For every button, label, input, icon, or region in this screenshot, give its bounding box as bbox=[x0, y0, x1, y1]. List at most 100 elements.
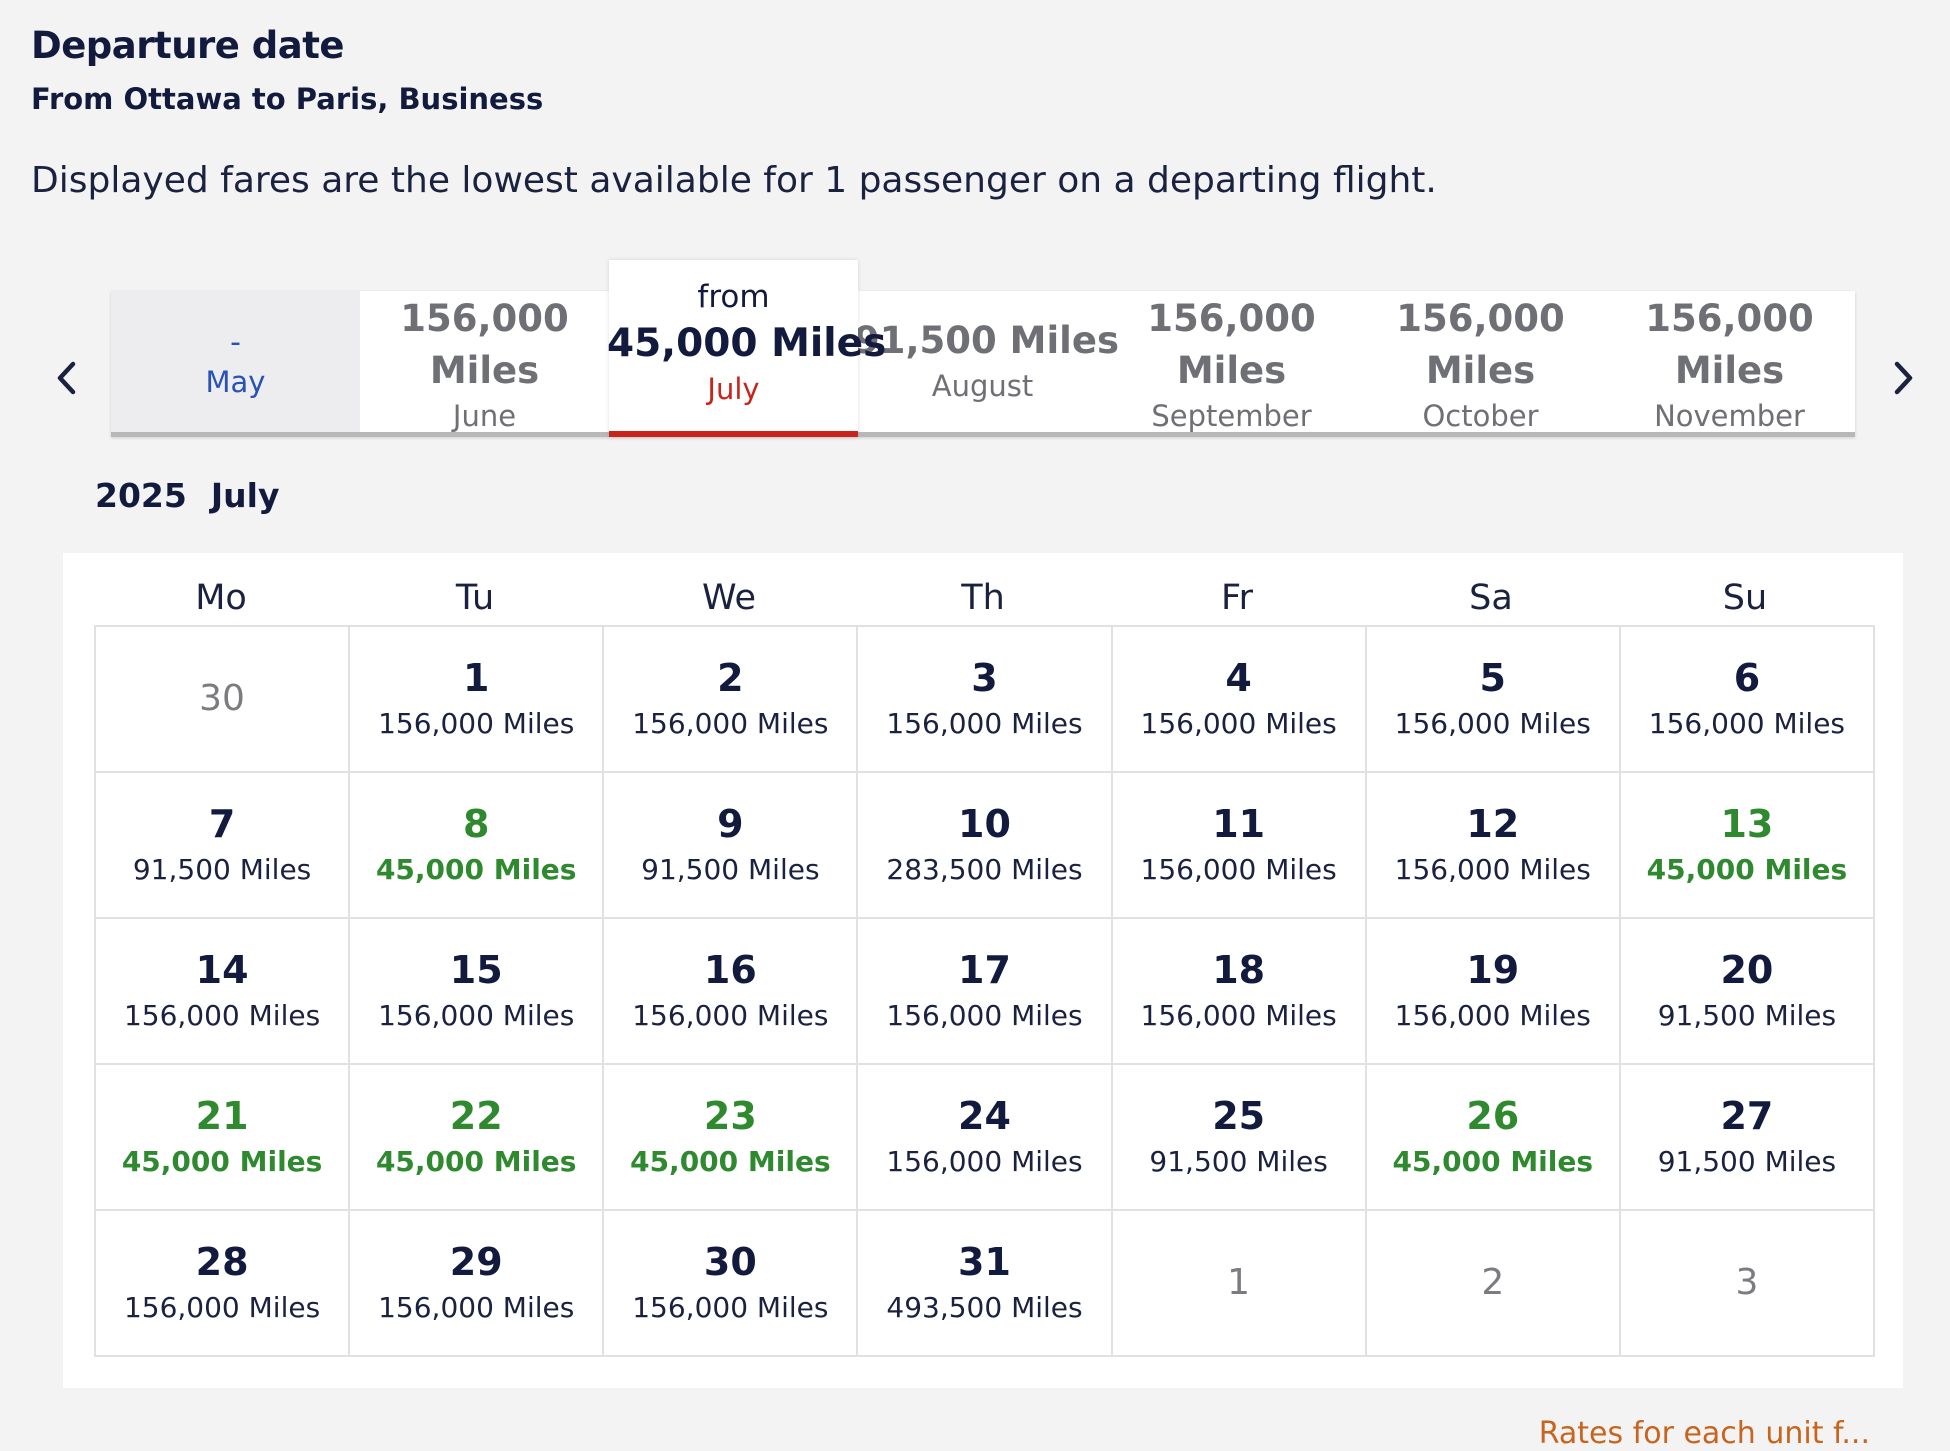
month-tab-july[interactable]: from 45,000 Miles July bbox=[607, 260, 887, 437]
calendar-day[interactable]: 16 156,000 Miles bbox=[604, 919, 859, 1065]
day-fare: 493,500 Miles bbox=[886, 1291, 1083, 1324]
day-fare: 156,000 Miles bbox=[1648, 707, 1846, 740]
month-tab-june[interactable]: 156,000 Miles June bbox=[360, 291, 609, 433]
day-fare: 45,000 Miles bbox=[1646, 853, 1848, 886]
day-fare: 156,000 Miles bbox=[123, 999, 321, 1032]
calendar-day[interactable]: 28 156,000 Miles bbox=[96, 1211, 351, 1357]
next-month-button[interactable] bbox=[1884, 360, 1924, 406]
calendar-day[interactable]: 3 156,000 Miles bbox=[858, 627, 1113, 773]
calendar-day[interactable]: 22 45,000 Miles bbox=[350, 1065, 605, 1211]
day-number: 27 bbox=[1720, 1094, 1774, 1138]
month-price: - bbox=[230, 325, 241, 360]
calendar-day[interactable]: 27 91,500 Miles bbox=[1620, 1065, 1875, 1211]
calendar-day[interactable]: 5 156,000 Miles bbox=[1366, 627, 1621, 773]
day-fare: 156,000 Miles bbox=[378, 999, 575, 1032]
month-tab-october[interactable]: 156,000 Miles October bbox=[1356, 291, 1605, 433]
month-name: September bbox=[1151, 399, 1312, 433]
calendar-day[interactable]: 2 156,000 Miles bbox=[604, 627, 859, 773]
day-fare: 45,000 Miles bbox=[630, 1145, 831, 1178]
month-tab-august[interactable]: 91,500 Miles August bbox=[854, 291, 1119, 432]
calendar-day[interactable]: 8 45,000 Miles bbox=[350, 773, 605, 919]
day-number: 11 bbox=[1212, 802, 1266, 846]
day-number: 10 bbox=[958, 802, 1011, 846]
month-price: 156,000 Miles bbox=[1396, 297, 1565, 392]
calendar-day[interactable]: 26 45,000 Miles bbox=[1366, 1065, 1621, 1211]
day-fare: 156,000 Miles bbox=[1394, 707, 1591, 740]
day-number: 13 bbox=[1720, 802, 1774, 846]
calendar-day[interactable]: 7 91,500 Miles bbox=[96, 773, 351, 919]
calendar-day[interactable]: 25 91,500 Miles bbox=[1112, 1065, 1367, 1211]
calendar-day[interactable]: 24 156,000 Miles bbox=[858, 1065, 1113, 1211]
month-name: November bbox=[1654, 399, 1805, 433]
month-price: 91,500 Miles bbox=[854, 319, 1119, 362]
calendar-day[interactable]: 30 156,000 Miles bbox=[604, 1211, 859, 1357]
day-fare: 156,000 Miles bbox=[886, 1145, 1083, 1178]
day-fare: 91,500 Miles bbox=[1657, 999, 1837, 1032]
day-number: 22 bbox=[449, 1094, 503, 1138]
day-number: 6 bbox=[1733, 656, 1761, 700]
day-fare: 91,500 Miles bbox=[1657, 1145, 1837, 1178]
calendar-day[interactable]: 4 156,000 Miles bbox=[1112, 627, 1367, 773]
calendar-day[interactable]: 31 493,500 Miles bbox=[858, 1211, 1113, 1357]
day-number: 24 bbox=[958, 1094, 1011, 1138]
fare-notice: Displayed fares are the lowest available… bbox=[31, 160, 1437, 201]
month-price: 45,000 Miles bbox=[607, 321, 887, 366]
day-number: 2 bbox=[1481, 1262, 1505, 1303]
route-subtitle: From Ottawa to Paris, Business bbox=[31, 82, 544, 116]
day-fare: 156,000 Miles bbox=[378, 707, 575, 740]
calendar-day[interactable]: 9 91,500 Miles bbox=[604, 773, 859, 919]
calendar-day[interactable]: 21 45,000 Miles bbox=[96, 1065, 351, 1211]
month-tab-september[interactable]: 156,000 Miles September bbox=[1107, 291, 1356, 433]
day-number: 23 bbox=[703, 1094, 757, 1138]
calendar-heading: 2025 July bbox=[95, 476, 303, 515]
page-title: Departure date bbox=[31, 24, 345, 67]
day-fare: 91,500 Miles bbox=[641, 853, 820, 886]
day-number: 25 bbox=[1212, 1094, 1266, 1138]
weekday-label: Su bbox=[1722, 578, 1768, 618]
day-number: 3 bbox=[1735, 1262, 1759, 1303]
calendar-day[interactable]: 10 283,500 Miles bbox=[858, 773, 1113, 919]
calendar-day[interactable]: 15 156,000 Miles bbox=[350, 919, 605, 1065]
weekday-label: Tu bbox=[455, 578, 495, 618]
calendar-day[interactable]: 6 156,000 Miles bbox=[1620, 627, 1875, 773]
day-fare: 156,000 Miles bbox=[886, 707, 1083, 740]
rates-link[interactable]: Rates for each unit f... bbox=[1538, 1416, 1870, 1451]
day-number: 16 bbox=[703, 948, 757, 992]
day-number: 3 bbox=[971, 656, 998, 700]
calendar-day[interactable]: 13 45,000 Miles bbox=[1620, 773, 1875, 919]
calendar-day[interactable]: 20 91,500 Miles bbox=[1620, 919, 1875, 1065]
day-number: 17 bbox=[958, 948, 1011, 992]
month-tab-november[interactable]: 156,000 Miles November bbox=[1605, 291, 1854, 433]
previous-month-button[interactable] bbox=[46, 360, 86, 406]
calendar-year: 2025 bbox=[95, 476, 187, 515]
calendar-day-outside-month: 2 bbox=[1366, 1211, 1621, 1357]
day-fare: 45,000 Miles bbox=[375, 853, 577, 886]
month-tab-may[interactable]: - May bbox=[111, 291, 360, 432]
day-fare: 91,500 Miles bbox=[1149, 1145, 1328, 1178]
day-fare: 156,000 Miles bbox=[632, 707, 829, 740]
month-price: 156,000 Miles bbox=[1147, 297, 1316, 392]
weekday-label: We bbox=[701, 578, 757, 618]
calendar-day[interactable]: 29 156,000 Miles bbox=[350, 1211, 605, 1357]
day-number: 4 bbox=[1225, 656, 1252, 700]
day-fare: 91,500 Miles bbox=[132, 853, 312, 886]
calendar-day[interactable]: 17 156,000 Miles bbox=[858, 919, 1113, 1065]
day-number: 18 bbox=[1212, 948, 1266, 992]
day-number: 8 bbox=[462, 802, 490, 846]
day-fare: 156,000 Miles bbox=[1394, 853, 1591, 886]
calendar-day[interactable]: 18 156,000 Miles bbox=[1112, 919, 1367, 1065]
day-number: 21 bbox=[195, 1094, 249, 1138]
calendar-day[interactable]: 23 45,000 Miles bbox=[604, 1065, 859, 1211]
calendar-day[interactable]: 11 156,000 Miles bbox=[1112, 773, 1367, 919]
chevron-left-icon bbox=[57, 361, 76, 395]
day-fare: 283,500 Miles bbox=[886, 853, 1083, 886]
calendar-day[interactable]: 14 156,000 Miles bbox=[96, 919, 351, 1065]
calendar-day[interactable]: 19 156,000 Miles bbox=[1366, 919, 1621, 1065]
calendar-day-outside-month: 1 bbox=[1112, 1211, 1367, 1357]
weekday-label: Fr bbox=[1221, 578, 1253, 618]
day-number: 31 bbox=[958, 1240, 1011, 1284]
calendar: Mo Tu We Th Fr Sa Su 30 1 156,000 Miles 2 156,000 … bbox=[63, 553, 1903, 1388]
calendar-day[interactable]: 1 156,000 Miles bbox=[350, 627, 605, 773]
calendar-grid: 30 1 156,000 Miles 2 156,000 Miles 3 156,000 M… bbox=[94, 625, 1875, 1357]
calendar-day[interactable]: 12 156,000 Miles bbox=[1366, 773, 1621, 919]
